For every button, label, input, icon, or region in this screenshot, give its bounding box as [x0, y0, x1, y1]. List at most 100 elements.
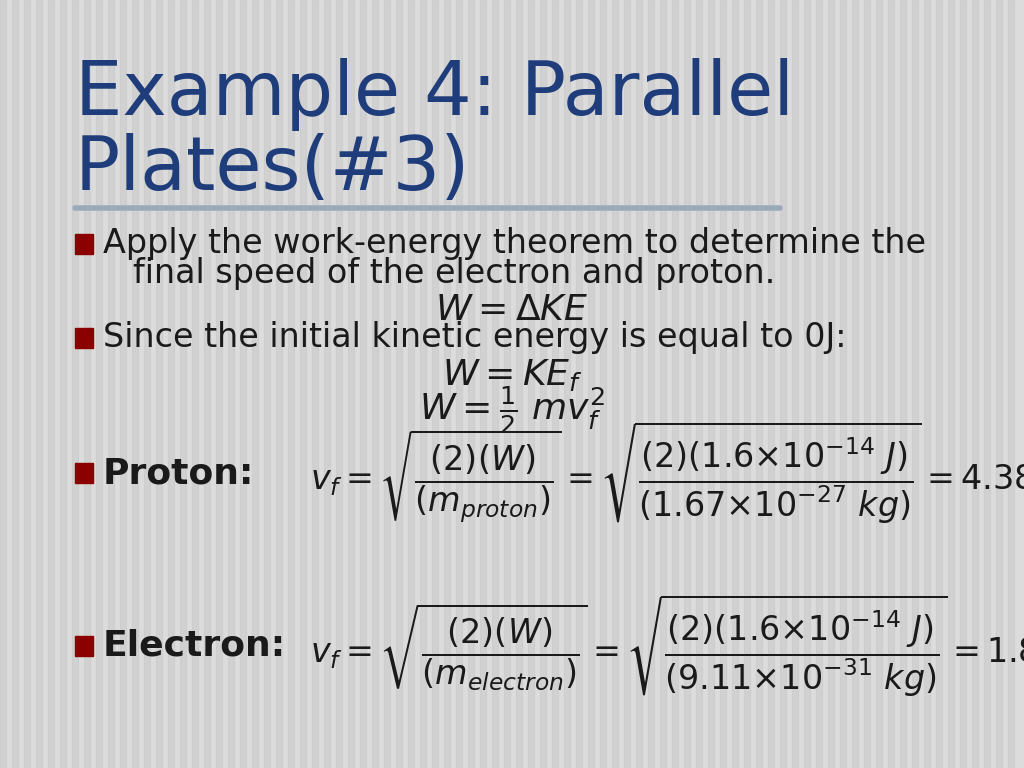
Bar [108, 0, 114, 768]
Bar [588, 0, 594, 768]
Bar [552, 0, 558, 768]
Bar [276, 0, 282, 768]
Bar [564, 0, 570, 768]
Bar [193, 0, 198, 768]
Text: Apply the work-energy theorem to determine the: Apply the work-energy theorem to determi… [103, 227, 926, 260]
Text: $W = KE_f$: $W = KE_f$ [441, 357, 583, 393]
Bar [792, 0, 798, 768]
Bar [864, 0, 870, 768]
Bar [624, 0, 630, 768]
Bar [228, 0, 234, 768]
Bar [636, 0, 642, 768]
Bar [575, 0, 582, 768]
Bar [876, 0, 882, 768]
Bar [132, 0, 138, 768]
Bar [432, 0, 438, 768]
Bar [300, 0, 306, 768]
Bar [168, 0, 174, 768]
Text: $W = \frac{1}{2}\ mv_f^2$: $W = \frac{1}{2}\ mv_f^2$ [419, 384, 605, 436]
Bar [732, 0, 738, 768]
Text: $v_f = \sqrt{\dfrac{(2)(W)}{(m_{proton})}} = \sqrt{\dfrac{(2)(1.6{\times}10^{-14: $v_f = \sqrt{\dfrac{(2)(W)}{(m_{proton})… [310, 420, 1024, 526]
Bar [24, 0, 30, 768]
Bar [75, 328, 93, 348]
Bar [252, 0, 258, 768]
Bar [216, 0, 222, 768]
Bar [840, 0, 846, 768]
Bar [12, 0, 18, 768]
Text: Example 4: Parallel: Example 4: Parallel [75, 58, 795, 131]
Bar [72, 0, 78, 768]
Text: Electron:: Electron: [103, 629, 286, 663]
Bar [144, 0, 150, 768]
Bar [204, 0, 210, 768]
Bar [672, 0, 678, 768]
Bar [372, 0, 378, 768]
Text: Proton:: Proton: [103, 456, 254, 490]
Bar [0, 0, 6, 768]
Bar [480, 0, 486, 768]
Bar [924, 0, 930, 768]
Bar [504, 0, 510, 768]
Bar [408, 0, 414, 768]
Bar [288, 0, 294, 768]
Bar [348, 0, 354, 768]
Bar [648, 0, 654, 768]
Bar [852, 0, 858, 768]
Text: $W = \Delta KE$: $W = \Delta KE$ [435, 293, 589, 327]
Bar [984, 0, 990, 768]
Bar [312, 0, 318, 768]
Bar [744, 0, 750, 768]
Bar [384, 0, 390, 768]
Bar [948, 0, 954, 768]
Bar [912, 0, 918, 768]
Bar [828, 0, 834, 768]
Bar [492, 0, 498, 768]
Bar [888, 0, 894, 768]
Bar [75, 234, 93, 254]
Bar [516, 0, 522, 768]
Bar [240, 0, 246, 768]
Bar [156, 0, 162, 768]
Bar [75, 463, 93, 483]
Bar [456, 0, 462, 768]
Bar [540, 0, 546, 768]
Bar [420, 0, 426, 768]
Bar [961, 0, 966, 768]
Bar [96, 0, 102, 768]
Bar [780, 0, 786, 768]
Bar [804, 0, 810, 768]
Bar [264, 0, 270, 768]
Bar [756, 0, 762, 768]
Text: final speed of the electron and proton.: final speed of the electron and proton. [133, 257, 775, 290]
Bar [600, 0, 606, 768]
Text: Plates(#3): Plates(#3) [75, 133, 470, 206]
Bar [768, 0, 774, 768]
Bar [180, 0, 186, 768]
Bar [972, 0, 978, 768]
Bar [336, 0, 342, 768]
Bar [936, 0, 942, 768]
Bar [468, 0, 474, 768]
Bar [60, 0, 66, 768]
Bar [816, 0, 822, 768]
Bar [720, 0, 726, 768]
Bar [708, 0, 714, 768]
Bar [48, 0, 54, 768]
Text: Since the initial kinetic energy is equal to 0J:: Since the initial kinetic energy is equa… [103, 322, 847, 355]
Bar [396, 0, 402, 768]
Bar [1008, 0, 1014, 768]
Bar [36, 0, 42, 768]
Bar [324, 0, 330, 768]
Bar [444, 0, 450, 768]
Bar [84, 0, 90, 768]
Bar [612, 0, 618, 768]
Bar [660, 0, 666, 768]
Bar [360, 0, 366, 768]
Bar [528, 0, 534, 768]
Text: $v_f = \sqrt{\dfrac{(2)(W)}{(m_{electron})}} = \sqrt{\dfrac{(2)(1.6{\times}10^{-: $v_f = \sqrt{\dfrac{(2)(W)}{(m_{electron… [310, 593, 1024, 699]
Bar [120, 0, 126, 768]
Bar [684, 0, 690, 768]
Bar [696, 0, 702, 768]
Bar [900, 0, 906, 768]
Bar [996, 0, 1002, 768]
